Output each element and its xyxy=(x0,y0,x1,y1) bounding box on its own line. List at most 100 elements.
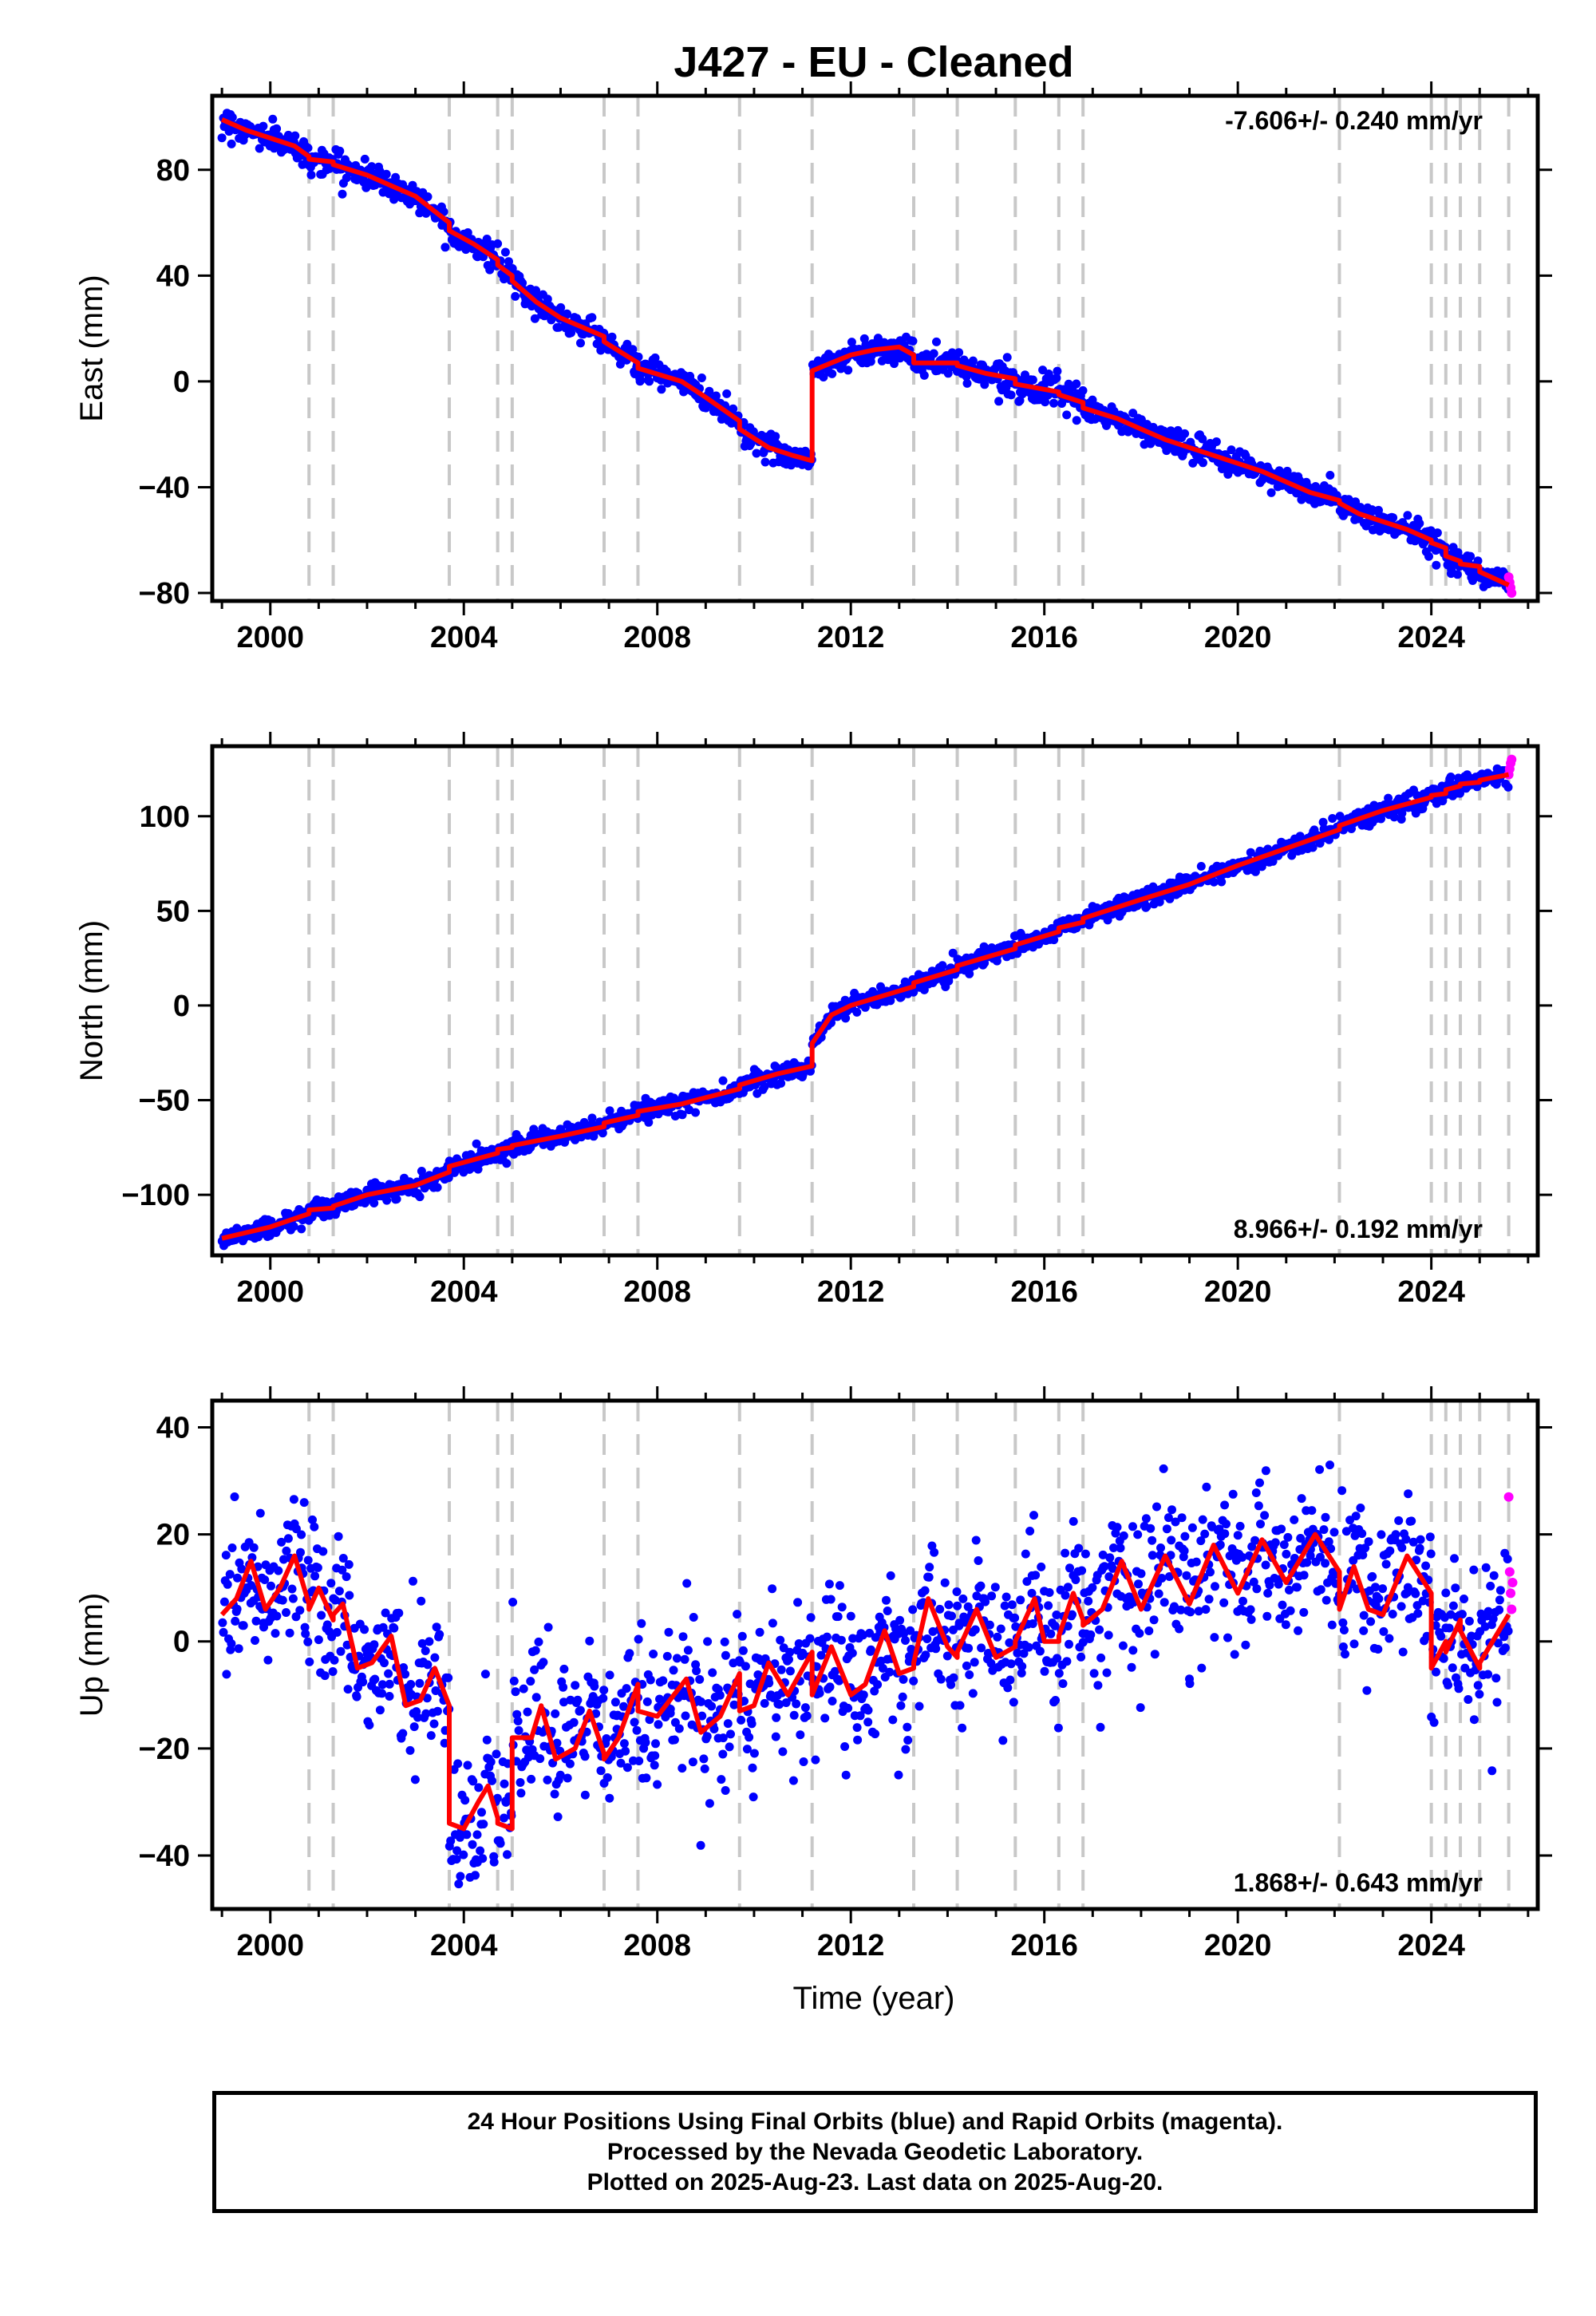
data-point xyxy=(550,1789,559,1799)
data-point xyxy=(930,1547,939,1557)
data-point xyxy=(358,1678,368,1687)
data-point xyxy=(1294,1626,1303,1635)
data-point xyxy=(1041,397,1050,407)
data-point xyxy=(1316,1585,1325,1595)
data-point xyxy=(673,1654,681,1663)
data-point xyxy=(556,302,566,312)
data-point xyxy=(1238,1596,1247,1606)
data-point xyxy=(342,1572,351,1582)
data-point xyxy=(721,1786,730,1795)
data-point xyxy=(1266,488,1276,497)
data-point xyxy=(1159,1464,1168,1473)
data-point xyxy=(1071,1575,1080,1584)
data-point xyxy=(888,1715,898,1725)
data-point xyxy=(1173,425,1183,435)
data-point xyxy=(1432,1667,1440,1677)
data-point xyxy=(551,1709,560,1718)
data-point xyxy=(385,1679,394,1689)
y-tick-label: 40 xyxy=(156,259,190,293)
data-point xyxy=(708,1668,717,1678)
data-point xyxy=(852,1723,862,1733)
data-point xyxy=(886,1571,895,1580)
data-point xyxy=(232,1604,242,1614)
data-point xyxy=(227,1639,236,1648)
data-point xyxy=(828,1697,837,1705)
data-point xyxy=(669,1666,678,1675)
data-point xyxy=(1297,1494,1306,1504)
data-point xyxy=(502,1159,512,1168)
data-point xyxy=(1252,1584,1262,1594)
data-point xyxy=(1187,1523,1197,1532)
data-point xyxy=(1277,1524,1286,1534)
data-point xyxy=(835,1581,844,1591)
data-point xyxy=(580,1752,590,1761)
data-point xyxy=(296,1547,305,1557)
data-point xyxy=(543,1775,552,1784)
data-point xyxy=(1454,1684,1464,1694)
data-point xyxy=(1146,1524,1156,1533)
data-point xyxy=(326,1579,336,1588)
data-point xyxy=(816,1650,826,1660)
data-point xyxy=(1167,1505,1176,1515)
data-point xyxy=(426,1731,436,1741)
data-point xyxy=(852,1007,862,1017)
data-point xyxy=(970,1658,979,1667)
data-point xyxy=(1025,1527,1035,1535)
data-point xyxy=(1011,1622,1021,1631)
model-fit-line xyxy=(220,117,1510,587)
data-point xyxy=(463,228,472,237)
data-point xyxy=(285,1628,294,1638)
data-point xyxy=(571,1681,580,1690)
data-point xyxy=(1050,1621,1060,1630)
data-point xyxy=(800,1703,810,1713)
data-point xyxy=(1022,1577,1032,1587)
data-point xyxy=(919,370,929,380)
data-point xyxy=(998,1736,1008,1745)
data-point xyxy=(1024,1642,1033,1652)
data-point xyxy=(1230,1650,1239,1659)
data-point xyxy=(328,1667,338,1676)
data-point xyxy=(1453,547,1463,557)
data-point xyxy=(1483,1670,1493,1679)
data-point xyxy=(576,338,585,348)
data-point xyxy=(1371,1583,1380,1592)
data-point xyxy=(1413,1609,1423,1618)
data-point xyxy=(634,1757,644,1765)
data-point xyxy=(1063,1622,1073,1631)
data-point xyxy=(843,1703,853,1713)
x-tick-label: 2004 xyxy=(430,621,498,654)
y-tick-label: 0 xyxy=(173,990,190,1023)
data-point xyxy=(377,1680,387,1690)
data-point xyxy=(259,121,268,131)
data-point xyxy=(822,1632,832,1642)
y-axis-label: North (mm) xyxy=(74,920,109,1081)
data-point xyxy=(1451,1583,1460,1593)
data-point xyxy=(994,397,1004,406)
data-point xyxy=(1469,1565,1479,1575)
data-point xyxy=(231,1616,240,1626)
rapid-orbit-point xyxy=(1507,1604,1517,1614)
data-point xyxy=(915,1701,924,1711)
data-point xyxy=(398,1729,408,1738)
data-point xyxy=(421,1709,431,1718)
data-point xyxy=(308,1515,317,1524)
data-point xyxy=(335,146,345,156)
data-point xyxy=(463,1761,472,1770)
data-point xyxy=(1009,1697,1018,1707)
data-point xyxy=(1464,1695,1473,1704)
data-point xyxy=(401,1670,410,1679)
x-tick-label: 2012 xyxy=(817,1275,885,1309)
data-point xyxy=(1105,1553,1115,1563)
data-point xyxy=(384,1669,393,1678)
data-point xyxy=(338,1565,347,1575)
data-point xyxy=(658,1676,668,1686)
data-point xyxy=(789,1710,799,1720)
data-point xyxy=(1128,1646,1138,1655)
data-point xyxy=(1302,1558,1312,1567)
data-point xyxy=(1448,1601,1458,1611)
x-tick-label: 2020 xyxy=(1204,1929,1272,1962)
data-point xyxy=(440,1738,449,1748)
data-point xyxy=(718,1749,728,1759)
data-point xyxy=(605,1793,614,1803)
data-point xyxy=(272,1611,282,1621)
